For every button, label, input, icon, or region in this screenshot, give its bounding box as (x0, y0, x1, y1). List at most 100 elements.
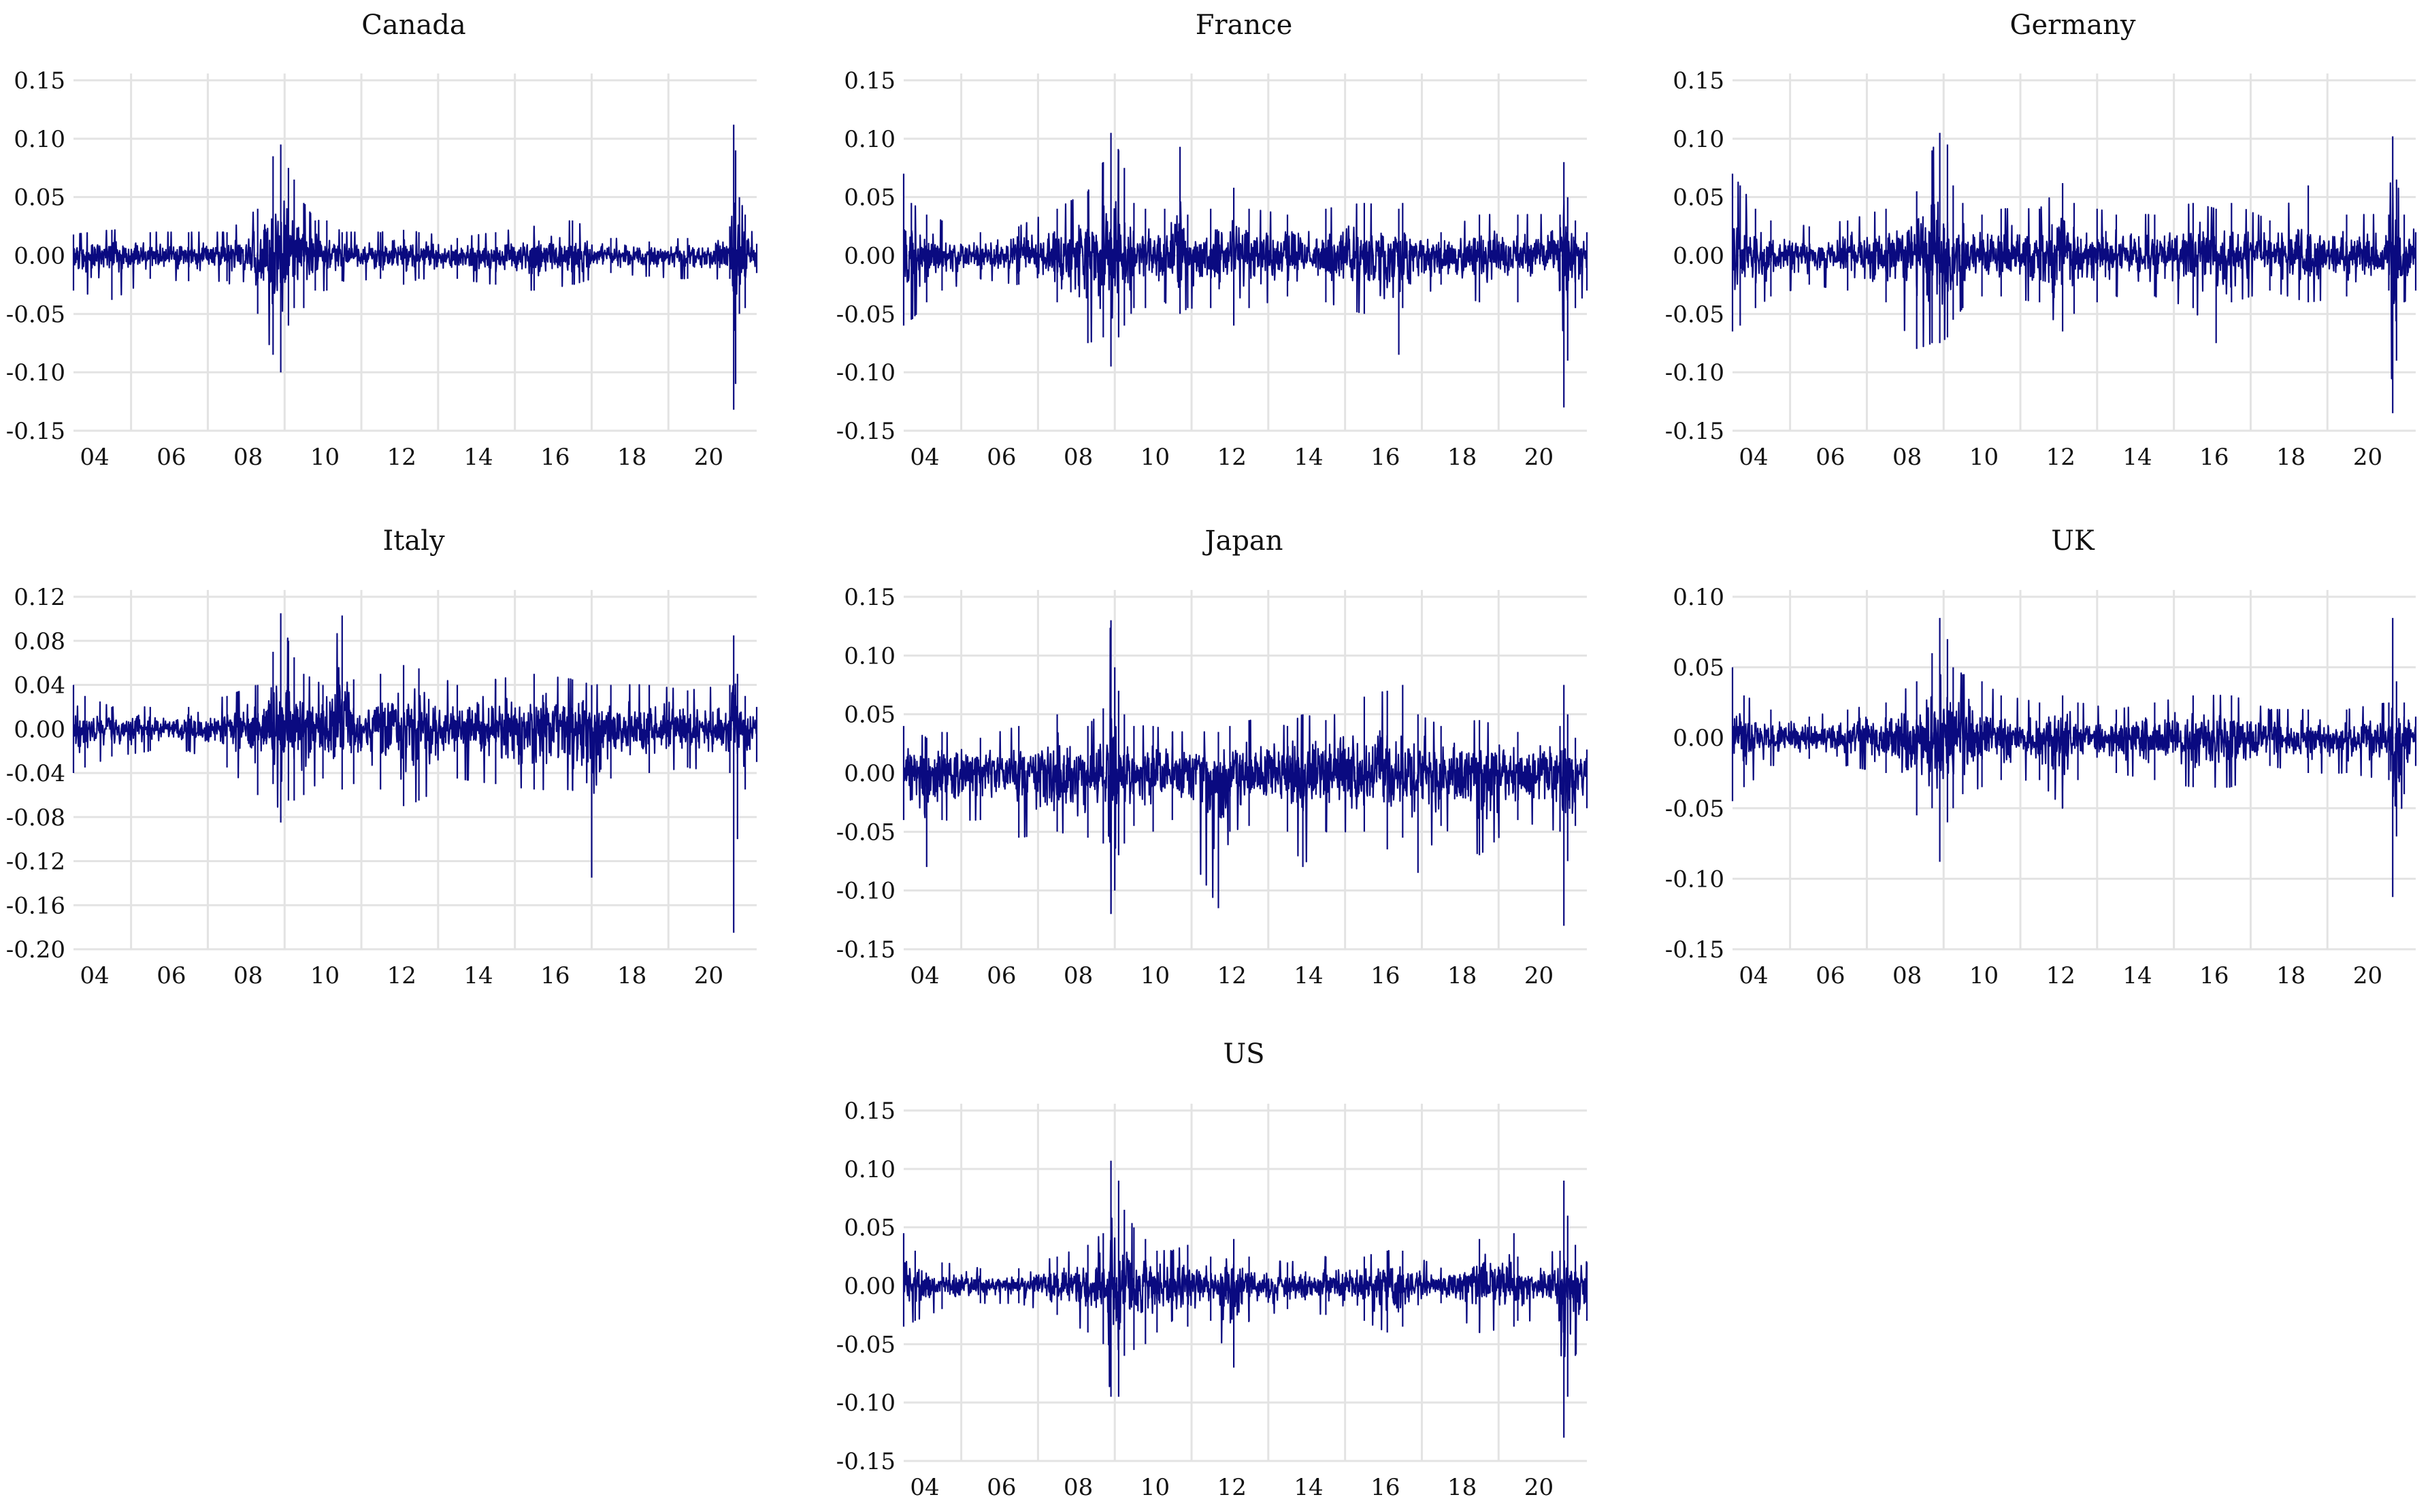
y-tick-label: 0.00 (1673, 243, 1724, 270)
chart-title: Japan (1202, 525, 1283, 557)
y-tick-label: -0.08 (6, 804, 65, 832)
x-tick-label: 10 (310, 962, 340, 989)
chart-title: Italy (382, 525, 445, 557)
y-tick-label: -0.12 (6, 849, 65, 876)
y-tick-label: -0.05 (836, 819, 896, 846)
y-tick-label: -0.15 (836, 1448, 896, 1475)
x-tick-label: 14 (1294, 444, 1323, 471)
x-tick-label: 04 (80, 962, 109, 989)
x-tick-label: 10 (1969, 962, 1999, 989)
series-line (902, 1160, 1588, 1438)
x-tick-label: 04 (1739, 962, 1768, 989)
x-tick-label: 14 (2122, 444, 2152, 471)
x-tick-label: 06 (1816, 444, 1845, 471)
y-tick-label: 0.00 (14, 243, 65, 270)
y-tick-label: -0.05 (1665, 795, 1724, 823)
x-tick-label: 08 (1892, 444, 1922, 471)
x-tick-label: 06 (987, 444, 1016, 471)
x-tick-label: 18 (617, 962, 646, 989)
x-tick-label: 10 (1969, 444, 1999, 471)
x-tick-label: 04 (910, 444, 939, 471)
x-tick-label: 20 (1524, 444, 1554, 471)
y-tick-label: -0.05 (1665, 301, 1724, 328)
y-tick-label: -0.15 (836, 418, 896, 445)
x-tick-label: 12 (1217, 1474, 1247, 1501)
y-tick-label: 0.15 (844, 67, 896, 95)
x-tick-label: 12 (2046, 962, 2075, 989)
x-tick-label: 16 (1370, 1474, 1400, 1501)
x-tick-label: 04 (910, 962, 939, 989)
series-line (72, 613, 758, 933)
chart-title: Canada (361, 10, 466, 41)
x-tick-label: 04 (80, 444, 109, 471)
y-tick-label: 0.00 (14, 716, 65, 743)
x-tick-label: 08 (233, 962, 263, 989)
x-tick-label: 16 (2199, 444, 2229, 471)
y-tick-label: -0.15 (6, 418, 65, 445)
y-tick-label: -0.04 (6, 760, 65, 787)
y-tick-label: 0.10 (14, 126, 65, 153)
chart-title: France (1196, 10, 1293, 41)
x-tick-label: 18 (2276, 444, 2305, 471)
x-tick-label: 18 (1447, 1474, 1477, 1501)
x-tick-label: 12 (2046, 444, 2075, 471)
y-tick-label: 0.05 (1673, 655, 1724, 682)
y-tick-label: 0.05 (844, 702, 896, 729)
series-line (902, 620, 1588, 926)
y-tick-label: -0.10 (6, 359, 65, 387)
y-tick-label: 0.15 (844, 584, 896, 611)
x-tick-label: 12 (1217, 962, 1247, 989)
series-line (902, 133, 1588, 408)
y-tick-label: -0.10 (1665, 359, 1724, 387)
x-tick-label: 20 (694, 444, 723, 471)
x-tick-label: 16 (540, 962, 570, 989)
x-tick-label: 06 (157, 962, 186, 989)
x-tick-label: 20 (694, 962, 723, 989)
y-tick-label: 0.15 (1673, 67, 1724, 95)
y-tick-label: -0.05 (6, 301, 65, 328)
y-tick-label: 0.15 (844, 1098, 896, 1125)
x-tick-label: 16 (540, 444, 570, 471)
chart-title: Germany (2010, 10, 2136, 41)
chart-title: UK (2051, 525, 2095, 557)
y-tick-label: -0.15 (1665, 936, 1724, 964)
x-tick-label: 08 (1064, 1474, 1093, 1501)
y-tick-label: -0.10 (836, 1390, 896, 1417)
series-line (72, 125, 758, 410)
x-tick-label: 20 (2353, 962, 2382, 989)
y-tick-label: 0.05 (844, 1215, 896, 1242)
y-tick-label: 0.10 (1673, 584, 1724, 611)
y-tick-label: 0.12 (14, 584, 65, 611)
y-tick-label: -0.10 (836, 878, 896, 905)
y-tick-label: 0.00 (844, 760, 896, 787)
x-tick-label: 08 (1064, 962, 1093, 989)
y-tick-label: 0.00 (1673, 725, 1724, 752)
chart-title: US (1223, 1038, 1264, 1070)
x-tick-label: 10 (310, 444, 340, 471)
x-tick-label: 12 (1217, 444, 1247, 471)
x-tick-label: 12 (387, 962, 416, 989)
x-tick-label: 16 (1370, 962, 1400, 989)
y-tick-label: 0.10 (844, 126, 896, 153)
x-tick-label: 18 (617, 444, 646, 471)
y-tick-label: 0.04 (14, 672, 65, 700)
x-tick-label: 16 (2199, 962, 2229, 989)
x-tick-label: 18 (1447, 962, 1477, 989)
gridlines (904, 1104, 1587, 1462)
x-tick-label: 18 (2276, 962, 2305, 989)
x-tick-label: 10 (1140, 962, 1170, 989)
x-tick-label: 08 (1064, 444, 1093, 471)
x-tick-label: 20 (2353, 444, 2382, 471)
x-tick-label: 08 (1892, 962, 1922, 989)
y-tick-label: -0.20 (6, 936, 65, 964)
chart-panel-canada: Canada 0.15 0.10 0.05 0.00 -0.05 -0.10 -0.15 04 0… (6, 10, 758, 471)
x-tick-label: 06 (157, 444, 186, 471)
y-tick-label: 0.08 (14, 628, 65, 655)
gridlines (1733, 590, 2416, 951)
x-tick-label: 14 (1294, 1474, 1323, 1501)
x-tick-label: 10 (1140, 1474, 1170, 1501)
x-tick-label: 06 (987, 962, 1016, 989)
x-tick-label: 04 (910, 1474, 939, 1501)
y-tick-label: -0.15 (836, 936, 896, 964)
